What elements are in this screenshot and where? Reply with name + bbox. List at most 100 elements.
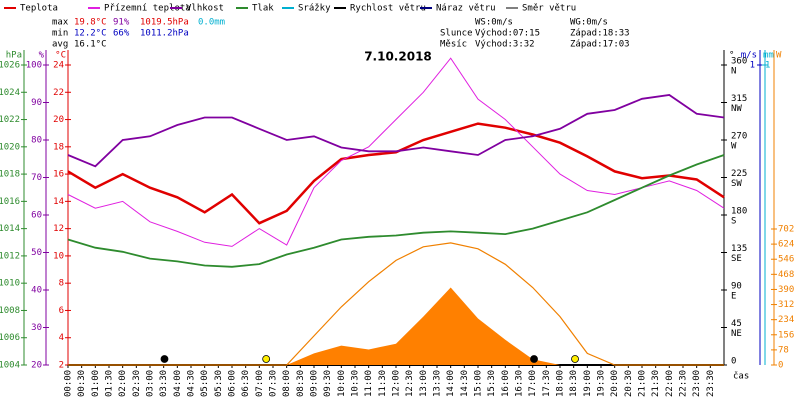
x-tick-label: 03:30: [159, 370, 169, 397]
tick-label: 50: [31, 248, 42, 258]
tick-label: 624: [778, 240, 794, 250]
info-text: WG:0m/s: [570, 18, 608, 28]
tick-label: 4: [59, 333, 64, 343]
x-tick-label: 04:30: [187, 370, 197, 397]
x-tick-label: 18:00: [556, 370, 566, 397]
legend-label: Teplota: [20, 4, 58, 14]
tick-label: 70: [31, 173, 42, 183]
x-tick-label: 13:00: [419, 370, 429, 397]
event-marker: [160, 355, 169, 363]
series-line: [67, 154, 725, 268]
x-tick-label: 01:30: [105, 370, 115, 397]
tick-label: 0: [731, 357, 736, 367]
tick-label: 468: [778, 270, 794, 280]
compass-label: N: [731, 67, 736, 77]
tick-label: 702: [778, 225, 794, 235]
axis-unit: m/s: [741, 51, 757, 61]
tick-label: 312: [778, 300, 794, 310]
x-tick-label: 00:30: [77, 370, 87, 397]
tick-label: 40: [31, 286, 42, 296]
x-axis-label: čas: [733, 371, 749, 382]
tick-label: 45: [731, 319, 742, 329]
compass-label: E: [731, 292, 736, 302]
info-text: WS:0m/s: [475, 18, 513, 28]
info-text: Slunce: [440, 29, 473, 39]
x-tick-label: 15:30: [487, 370, 497, 397]
x-tick-label: 12:30: [405, 370, 415, 397]
legend-label: Rychlost větru: [350, 4, 426, 14]
tick-label: 1010: [0, 279, 20, 289]
x-tick-label: 13:30: [433, 370, 443, 397]
x-tick-label: 02:00: [118, 370, 128, 397]
x-tick-label: 02:30: [132, 370, 142, 397]
tick-label: 1018: [0, 170, 20, 180]
tick-label: 1008: [0, 306, 20, 316]
tick-label: 18: [53, 142, 64, 152]
tick-label: 390: [778, 285, 794, 295]
info-text: Západ:18:33: [570, 29, 630, 39]
tick-label: 90: [731, 282, 742, 292]
x-tick-label: 18:30: [569, 370, 579, 397]
tick-label: 1014: [0, 224, 20, 234]
x-tick-label: 07:00: [255, 370, 265, 397]
compass-label: S: [731, 217, 736, 227]
x-tick-label: 19:30: [597, 370, 607, 397]
stat-text: 12.2°C: [74, 29, 107, 39]
x-tick-label: 08:30: [296, 370, 306, 397]
tick-label: 60: [31, 211, 42, 221]
stat-text: 1019.5hPa: [140, 18, 189, 28]
x-tick-label: 09:30: [323, 370, 333, 397]
tick-label: 1006: [0, 333, 20, 343]
x-tick-label: 17:00: [528, 370, 538, 397]
stat-text: 91%: [113, 18, 130, 28]
event-marker: [262, 355, 271, 363]
tick-label: 20: [53, 115, 64, 125]
tick-label: 135: [731, 244, 747, 254]
legend-label: Vlhkost: [186, 4, 224, 14]
x-tick-label: 03:00: [146, 370, 156, 397]
tick-label: 16: [53, 170, 64, 180]
tick-label: 30: [31, 323, 42, 333]
x-tick-label: 22:30: [679, 370, 689, 397]
x-tick-label: 23:00: [692, 370, 702, 397]
x-tick-label: 06:00: [228, 370, 238, 397]
tick-label: 1: [765, 61, 770, 71]
event-marker: [571, 355, 579, 363]
chart-title: 7.10.2018: [364, 50, 432, 64]
stat-text: max: [52, 18, 69, 28]
series-line: [67, 57, 725, 247]
legend-label: Směr větru: [522, 4, 576, 14]
x-tick-label: 05:30: [214, 370, 224, 397]
legend-label: Přízemní teplota: [104, 4, 191, 14]
axis-unit: hPa: [6, 51, 22, 61]
info-text: Východ:07:15: [475, 29, 540, 39]
tick-label: 14: [53, 197, 64, 207]
tick-label: 20: [31, 361, 42, 371]
x-tick-label: 15:00: [474, 370, 484, 397]
tick-label: 1026: [0, 61, 20, 71]
tick-label: 100: [26, 61, 42, 71]
tick-label: 546: [778, 255, 794, 265]
stat-text: avg: [52, 40, 68, 50]
tick-label: 156: [778, 330, 794, 340]
x-tick-label: 09:00: [310, 370, 320, 397]
legend-label: Náraz větru: [436, 4, 496, 14]
info-text: Východ:3:32: [475, 40, 535, 50]
axis-unit: °C: [55, 51, 66, 61]
tick-label: 1020: [0, 142, 20, 152]
x-tick-label: 20:00: [610, 370, 620, 397]
legend-label: Srážky: [298, 4, 331, 14]
tick-label: 10: [53, 251, 64, 261]
x-tick-label: 06:30: [241, 370, 251, 397]
tick-label: 22: [53, 88, 64, 98]
x-tick-label: 16:30: [515, 370, 525, 397]
info-text: Měsíc: [440, 40, 467, 50]
x-tick-label: 05:00: [200, 370, 210, 397]
tick-label: 1016: [0, 197, 20, 207]
tick-label: 1012: [0, 251, 20, 261]
x-tick-label: 14:00: [446, 370, 456, 397]
x-tick-label: 23:30: [706, 370, 716, 397]
series-line: [67, 122, 725, 225]
axis-unit: mm: [763, 51, 774, 61]
